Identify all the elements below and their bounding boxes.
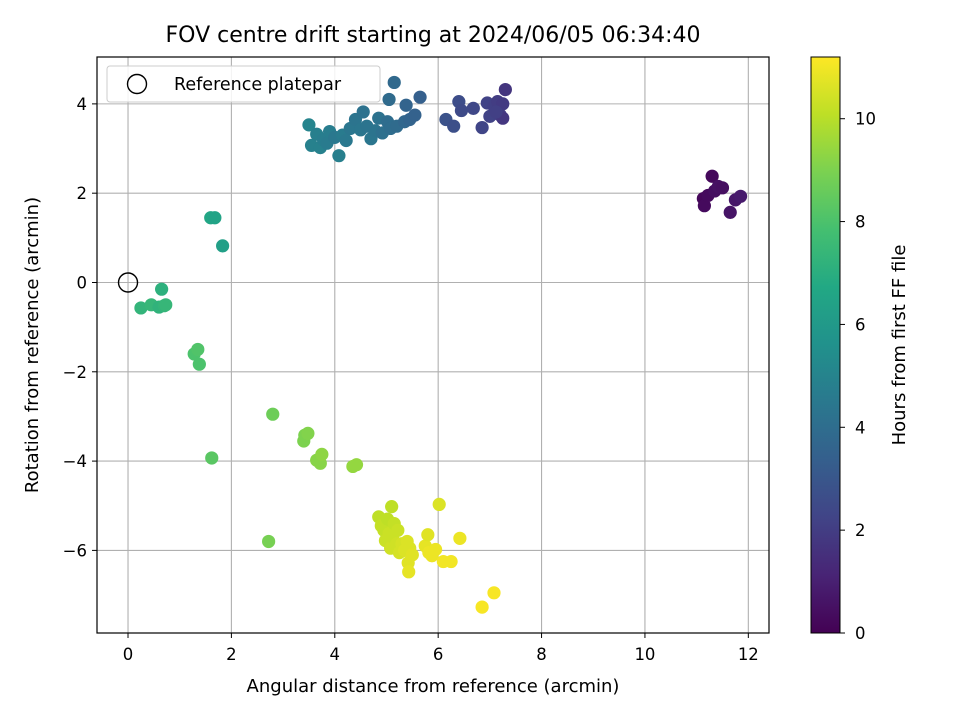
colorbar-tick-label: 8 (855, 213, 866, 232)
y-tick-label: −2 (63, 363, 87, 382)
data-point (475, 600, 489, 614)
data-point (356, 105, 370, 119)
data-point (302, 118, 316, 132)
data-point (733, 189, 748, 203)
data-point (339, 133, 353, 148)
x-axis-ticks: 0 2 4 6 8 10 12 (123, 633, 759, 664)
data-point (155, 282, 169, 296)
x-axis-label: Angular distance from reference (arcmin) (247, 676, 620, 697)
colorbar-tick-label: 6 (855, 315, 866, 334)
data-points (117, 75, 748, 614)
data-point (408, 108, 422, 122)
y-tick-label: 2 (77, 184, 88, 203)
colorbar-label: Hours from first FF file (889, 245, 910, 446)
data-point (421, 528, 435, 542)
data-point (191, 342, 205, 357)
y-axis-ticks: −6 −4 −2 0 2 4 (63, 95, 97, 560)
colorbar-tick-label: 0 (855, 624, 866, 643)
data-point (413, 90, 427, 104)
data-point (387, 75, 401, 90)
data-point (262, 534, 276, 549)
data-point (385, 500, 399, 514)
data-point (405, 548, 419, 562)
data-point (697, 199, 711, 213)
data-point (134, 301, 148, 315)
data-point (432, 497, 446, 512)
data-point (208, 211, 222, 225)
x-tick-label: 6 (433, 645, 444, 664)
data-point (447, 119, 461, 133)
y-tick-label: −6 (63, 541, 87, 560)
x-tick-label: 10 (634, 645, 655, 664)
data-point (428, 542, 443, 557)
data-point (382, 92, 396, 107)
colorbar-gradient (810, 56, 841, 634)
data-point (332, 149, 346, 163)
data-point (453, 531, 467, 545)
data-point (498, 82, 512, 97)
legend-entry: Reference platepar (174, 75, 342, 95)
y-tick-label: 4 (77, 95, 88, 114)
x-tick-label: 8 (536, 645, 547, 664)
data-point (705, 169, 719, 183)
y-axis-label: Rotation from reference (arcmin) (22, 197, 43, 493)
data-point (159, 298, 173, 312)
data-point (301, 426, 315, 441)
plot-frame (96, 56, 770, 634)
reference-point-marker (117, 272, 139, 293)
data-point (205, 451, 219, 465)
data-point (399, 98, 413, 112)
data-point (192, 357, 206, 371)
legend: Reference platepar (106, 65, 381, 103)
data-point (402, 565, 416, 579)
colorbar-tick-label: 4 (855, 418, 866, 437)
data-point (444, 554, 458, 569)
data-point (391, 523, 405, 537)
data-point (349, 458, 364, 472)
x-tick-label: 12 (738, 645, 759, 664)
x-tick-label: 4 (330, 645, 341, 664)
colorbar-tick-label: 2 (855, 521, 866, 540)
data-point (315, 447, 329, 461)
data-point (715, 181, 730, 195)
y-tick-label: 0 (77, 273, 88, 292)
data-point (266, 407, 280, 421)
legend-box (106, 65, 381, 103)
y-tick-label: −4 (63, 452, 87, 471)
x-tick-label: 0 (123, 645, 134, 664)
chart-title: FOV centre drift starting at 2024/06/05 … (166, 23, 701, 48)
colorbar: 0 2 4 6 8 10 Hours from first FF file (810, 56, 910, 643)
legend-marker-open-circle (126, 73, 148, 95)
data-point (487, 586, 501, 600)
colorbar-ticks: 0 2 4 6 8 10 (840, 110, 876, 643)
data-point (723, 205, 737, 219)
data-point (216, 239, 230, 253)
colorbar-tick-label: 10 (855, 110, 876, 129)
x-tick-label: 2 (226, 645, 237, 664)
data-point (454, 103, 469, 118)
data-point (466, 101, 480, 115)
data-point (489, 105, 503, 119)
data-point (475, 120, 489, 135)
